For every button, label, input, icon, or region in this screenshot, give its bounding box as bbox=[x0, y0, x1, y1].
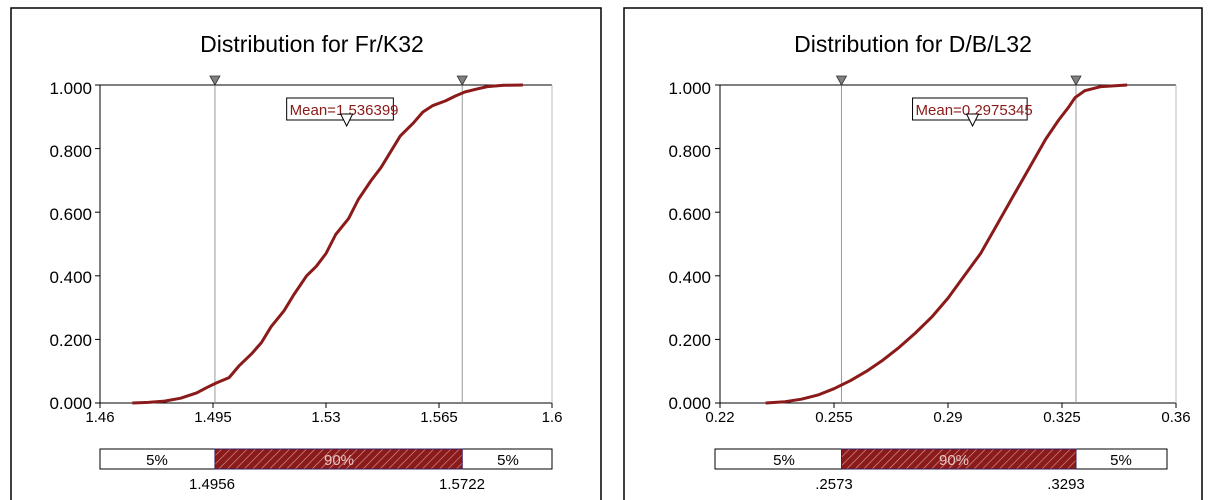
x-tick-label: 1.495 bbox=[194, 409, 232, 426]
y-tick-label: 1.000 bbox=[668, 79, 711, 98]
y-tick-labels: 0.000 0.200 0.400 0.600 0.800 1.000 bbox=[668, 79, 711, 413]
y-tick-label: 1.000 bbox=[49, 79, 92, 98]
y-tick-label: 0.400 bbox=[668, 268, 711, 287]
x-tick-label: 0.22 bbox=[705, 409, 734, 426]
y-tick-label: 0.800 bbox=[49, 142, 92, 161]
chart-panel-2: Distribution for D/B/L32 0.000 0.200 0.4… bbox=[623, 7, 1203, 500]
y-tick-label: 0.400 bbox=[49, 268, 92, 287]
x-tick-label: 1.6 bbox=[542, 409, 563, 426]
chart-title: Distribution for Fr/K32 bbox=[200, 31, 424, 57]
x-tick-label: 1.53 bbox=[311, 409, 340, 426]
mean-marker bbox=[339, 113, 354, 128]
percent-bar-middle-label: 90% bbox=[324, 452, 354, 469]
percent-bar-low-value: 1.4956 bbox=[189, 476, 235, 493]
x-tick-label: 1.46 bbox=[85, 409, 114, 426]
y-tick-label: 0.600 bbox=[668, 205, 711, 224]
cdf-series-line bbox=[132, 83, 523, 405]
x-tick-label: 0.29 bbox=[933, 409, 962, 426]
x-tick-label: 0.325 bbox=[1043, 409, 1081, 426]
percent-bar-low-value: .2573 bbox=[815, 476, 853, 493]
x-tick-label: 0.36 bbox=[1161, 409, 1190, 426]
cdf-series-line bbox=[765, 83, 1128, 405]
chart-title: Distribution for D/B/L32 bbox=[794, 31, 1032, 57]
mean-label: Mean=1.536399 bbox=[290, 102, 399, 119]
percent-bar-right-label: 5% bbox=[1110, 452, 1132, 469]
percent-bar-left-label: 5% bbox=[773, 452, 795, 469]
x-tick-labels: 0.22 0.255 0.29 0.325 0.36 bbox=[705, 409, 1190, 426]
percent-bar-right-label: 5% bbox=[497, 452, 519, 469]
x-tick-label: 0.255 bbox=[815, 409, 853, 426]
percent-bar-high-value: .3293 bbox=[1047, 476, 1085, 493]
x-tick-labels: 1.46 1.495 1.53 1.565 1.6 bbox=[85, 409, 562, 426]
percent-bar-middle-label: 90% bbox=[939, 452, 969, 469]
y-tick-label: 0.200 bbox=[668, 331, 711, 350]
mean-label: Mean=0.2975345 bbox=[916, 102, 1033, 119]
mean-label-box bbox=[286, 97, 394, 121]
y-tick-label: 0.000 bbox=[49, 394, 92, 413]
y-tick-labels: 0.000 0.200 0.400 0.600 0.800 1.000 bbox=[49, 79, 92, 413]
y-tick-label: 0.200 bbox=[49, 331, 92, 350]
percentile-marker-handle bbox=[456, 75, 468, 86]
percent-bar-high-value: 1.5722 bbox=[439, 476, 485, 493]
y-tick-label: 0.000 bbox=[668, 394, 711, 413]
plot-area: Mean=1.536399 bbox=[95, 75, 553, 408]
percent-bar bbox=[99, 448, 553, 470]
percentile-marker-handle bbox=[209, 75, 221, 86]
percent-bar bbox=[714, 448, 1168, 470]
percentile-marker-handle bbox=[1070, 75, 1082, 86]
percent-bar-middle-segment bbox=[214, 448, 463, 470]
y-tick-label: 0.600 bbox=[49, 205, 92, 224]
percentile-marker-handle bbox=[835, 75, 848, 86]
x-tick-label: 1.565 bbox=[420, 409, 458, 426]
mean-marker bbox=[965, 113, 980, 128]
panel-frame bbox=[10, 7, 602, 500]
y-tick-label: 0.800 bbox=[668, 142, 711, 161]
chart-panel-1: Distribution for Fr/K32 0.000 0.200 0.40… bbox=[10, 7, 602, 500]
percent-bar-left-label: 5% bbox=[146, 452, 168, 469]
percent-bar-middle-segment bbox=[840, 448, 1077, 470]
plot-area: Mean=0.2975345 bbox=[715, 75, 1177, 408]
